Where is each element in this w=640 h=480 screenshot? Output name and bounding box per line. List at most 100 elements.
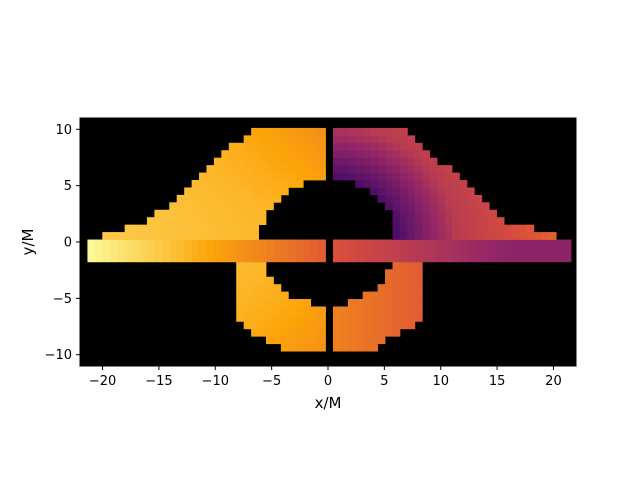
heatmap-cell <box>243 239 252 248</box>
heatmap-cell <box>422 239 431 248</box>
heatmap-cell <box>422 254 431 263</box>
heatmap-cell <box>414 187 423 196</box>
heatmap-cell <box>474 209 483 218</box>
heatmap-cell <box>199 187 207 196</box>
heatmap-cell <box>318 246 326 255</box>
heatmap-cell <box>243 187 252 196</box>
heatmap-cell <box>399 224 408 233</box>
heatmap-cell <box>228 254 237 263</box>
heatmap-cell <box>206 180 215 188</box>
heatmap-cell <box>466 202 475 211</box>
heatmap-cell <box>370 321 378 330</box>
heatmap-cell <box>236 165 245 173</box>
heatmap-cell <box>392 254 401 263</box>
heatmap-cell <box>347 127 356 136</box>
heatmap-cell <box>474 217 483 226</box>
x-tick-label: −15 <box>145 374 172 389</box>
heatmap-cell <box>385 291 393 300</box>
heatmap-cell <box>370 299 378 307</box>
heatmap-cell <box>347 321 356 330</box>
heatmap-cell <box>251 150 259 159</box>
heatmap-cell <box>399 202 408 211</box>
heatmap-cell <box>429 157 438 166</box>
heatmap-cell <box>414 217 423 226</box>
heatmap-cell <box>94 254 103 263</box>
heatmap-cell <box>414 269 423 278</box>
heatmap-cell <box>266 150 274 159</box>
heatmap-cell <box>266 142 274 151</box>
heatmap-cell <box>266 165 274 173</box>
heatmap-cell <box>94 239 103 248</box>
heatmap-cell <box>288 246 297 255</box>
heatmap-cell <box>399 291 408 300</box>
heatmap-cell <box>295 254 304 263</box>
heatmap-cell <box>213 165 222 173</box>
heatmap-cell <box>437 202 445 211</box>
heatmap-cell <box>273 291 282 300</box>
heatmap-cell <box>87 239 96 248</box>
heatmap-cell <box>318 150 326 159</box>
heatmap-cell <box>266 135 274 144</box>
heatmap-cell <box>251 194 259 203</box>
heatmap-cell <box>221 180 230 188</box>
heatmap-cell <box>303 328 312 337</box>
heatmap-cell <box>399 276 408 285</box>
heatmap-cell <box>370 135 378 144</box>
heatmap-cell <box>422 224 431 233</box>
heatmap-cell <box>429 209 438 218</box>
heatmap-cell <box>489 209 498 218</box>
heatmap-cell <box>466 209 475 218</box>
heatmap-cell <box>496 246 505 255</box>
heatmap-cell <box>518 232 527 240</box>
heatmap-cell <box>184 187 192 196</box>
heatmap-cell <box>385 328 393 337</box>
heatmap-cell <box>251 276 259 285</box>
heatmap-cell <box>355 343 364 352</box>
heatmap-cell <box>362 150 371 159</box>
heatmap-cell <box>377 291 386 300</box>
heatmap-cell <box>236 217 245 226</box>
heatmap-cell <box>385 157 393 166</box>
heatmap-cell <box>221 254 230 263</box>
heatmap-cell <box>280 150 289 159</box>
heatmap-cell <box>243 299 252 307</box>
heatmap-cell <box>288 150 297 159</box>
heatmap-cell <box>452 232 460 240</box>
heatmap-cell <box>213 180 222 188</box>
heatmap-cell <box>236 254 245 263</box>
heatmap-cell <box>221 217 230 226</box>
heatmap-cell <box>273 246 282 255</box>
heatmap-cell <box>347 142 356 151</box>
heatmap-cell <box>280 321 289 330</box>
heatmap-cell <box>318 142 326 151</box>
heatmap-cell <box>146 224 155 233</box>
heatmap-cell <box>362 172 371 181</box>
heatmap-cell <box>310 127 319 136</box>
heatmap-cell <box>355 306 364 315</box>
heatmap-cell <box>370 336 378 345</box>
heatmap-cell <box>176 224 185 233</box>
heatmap-cell <box>288 254 297 263</box>
heatmap-cell <box>429 180 438 188</box>
heatmap-cell <box>385 284 393 292</box>
heatmap-cell <box>399 239 408 248</box>
heatmap-cell <box>243 194 252 203</box>
heatmap-cell <box>392 291 401 300</box>
heatmap-cell <box>362 157 371 166</box>
heatmap-cell <box>489 246 498 255</box>
heatmap-cell <box>392 306 401 315</box>
heatmap-cell <box>407 269 416 278</box>
heatmap-cell <box>422 172 431 181</box>
heatmap-cell <box>228 157 237 166</box>
heatmap-cell <box>251 261 259 270</box>
heatmap-cell <box>399 299 408 307</box>
heatmap-cell <box>206 232 215 240</box>
y-tick-label: 5 <box>64 179 72 194</box>
heatmap-cell <box>243 232 252 240</box>
heatmap-cell <box>370 180 378 188</box>
heatmap-cell <box>243 269 252 278</box>
heatmap-cell <box>377 254 386 263</box>
heatmap-cell <box>221 187 230 196</box>
heatmap-cell <box>399 150 408 159</box>
heatmap-cell <box>422 232 431 240</box>
